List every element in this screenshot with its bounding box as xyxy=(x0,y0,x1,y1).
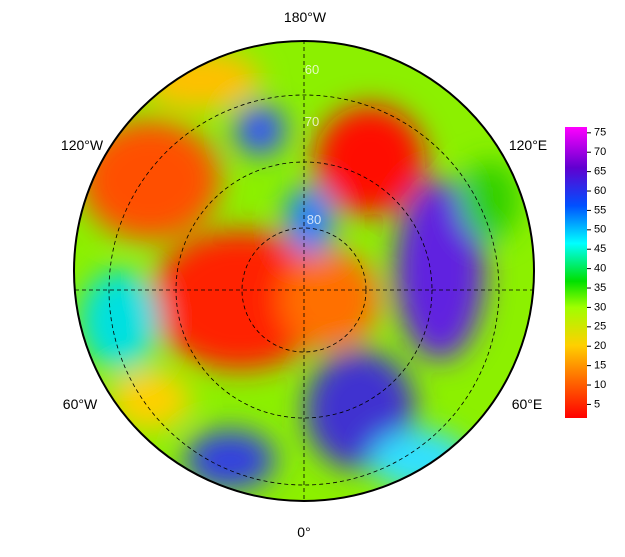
colorbar-tick-label: 25 xyxy=(594,321,606,333)
lon-label: 0° xyxy=(297,524,310,540)
lat-label: 60 xyxy=(305,62,319,77)
lon-label: 60°E xyxy=(512,396,543,412)
colorbar-tick-label: 15 xyxy=(594,360,606,372)
lon-label: 60°W xyxy=(63,396,98,412)
graticule xyxy=(75,41,533,500)
lon-label: 120°E xyxy=(509,137,547,153)
colorbar-tick-label: 20 xyxy=(594,340,606,352)
colorbar-tick-label: 10 xyxy=(594,379,606,391)
field xyxy=(74,41,534,501)
colorbar-tick-label: 5 xyxy=(594,398,600,410)
colorbar-tick-label: 40 xyxy=(594,263,606,275)
colorbar-tick-label: 75 xyxy=(594,127,606,139)
map-border xyxy=(73,40,535,502)
colorbar-ticks: 5 10 15 20 25 30 35 40 45 50 55 60 65 70 75 xyxy=(587,127,606,410)
lat-label: 80 xyxy=(307,212,321,227)
colorbar-tick-label: 35 xyxy=(594,282,606,294)
lon-label: 180°W xyxy=(284,9,327,25)
colorbar-tick-label: 65 xyxy=(594,166,606,178)
colorbar-tick-label: 50 xyxy=(594,224,606,236)
lon-label: 120°W xyxy=(61,137,104,153)
colorbar xyxy=(565,127,587,418)
lat-label: 70 xyxy=(305,114,319,129)
colorbar-tick-label: 30 xyxy=(594,301,606,313)
colorbar-tick-label: 70 xyxy=(594,146,606,158)
colorbar-tick-label: 55 xyxy=(594,204,606,216)
colorbar-tick-label: 60 xyxy=(594,185,606,197)
colorbar-tick-label: 45 xyxy=(594,243,606,255)
